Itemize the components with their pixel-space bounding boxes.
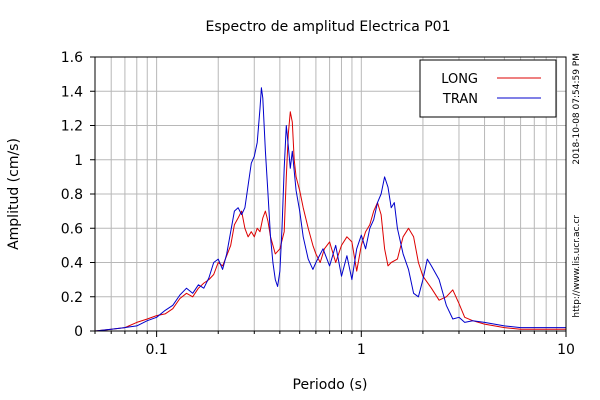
series-layer bbox=[94, 87, 566, 332]
y-tick-label: 0.8 bbox=[61, 187, 83, 203]
y-tick-label: 1.6 bbox=[61, 50, 83, 66]
tick-labels: 0.1 1 10 0 0.2 0.4 0.6 0.8 1 1.2 1.4 1.6 bbox=[61, 50, 575, 358]
legend-box bbox=[419, 59, 557, 118]
y-tick-label: 0.4 bbox=[61, 256, 83, 272]
x-axis-label: Periodo (s) bbox=[293, 377, 368, 393]
y-axis-label: Amplitud (cm/s) bbox=[6, 138, 22, 250]
x-tick-label: 0.1 bbox=[145, 342, 167, 358]
y-tick-label: 1.2 bbox=[61, 119, 83, 135]
y-tick-label: 1.4 bbox=[61, 84, 83, 100]
series-line-tran bbox=[94, 87, 566, 332]
x-tick-label: 1 bbox=[357, 342, 366, 358]
legend: LONG TRAN bbox=[419, 59, 557, 118]
timestamp-label: 2018-10-08 07:54:59 PM bbox=[572, 53, 582, 165]
legend-label-tran: TRAN bbox=[442, 92, 478, 107]
y-tick-label: 0.6 bbox=[61, 221, 83, 237]
x-tick-label: 10 bbox=[557, 342, 575, 358]
plot-frame bbox=[94, 56, 567, 332]
series-line-long bbox=[94, 111, 566, 332]
chart-title: Espectro de amplitud Electrica P01 bbox=[206, 19, 451, 35]
grid bbox=[90, 56, 567, 337]
legend-label-long: LONG bbox=[441, 72, 478, 87]
y-tick-label: 1 bbox=[74, 153, 83, 169]
y-tick-label: 0 bbox=[74, 324, 83, 340]
y-tick-label: 0.2 bbox=[61, 290, 83, 306]
source-url-label: http://www.lis.ucr.ac.cr bbox=[572, 215, 582, 318]
